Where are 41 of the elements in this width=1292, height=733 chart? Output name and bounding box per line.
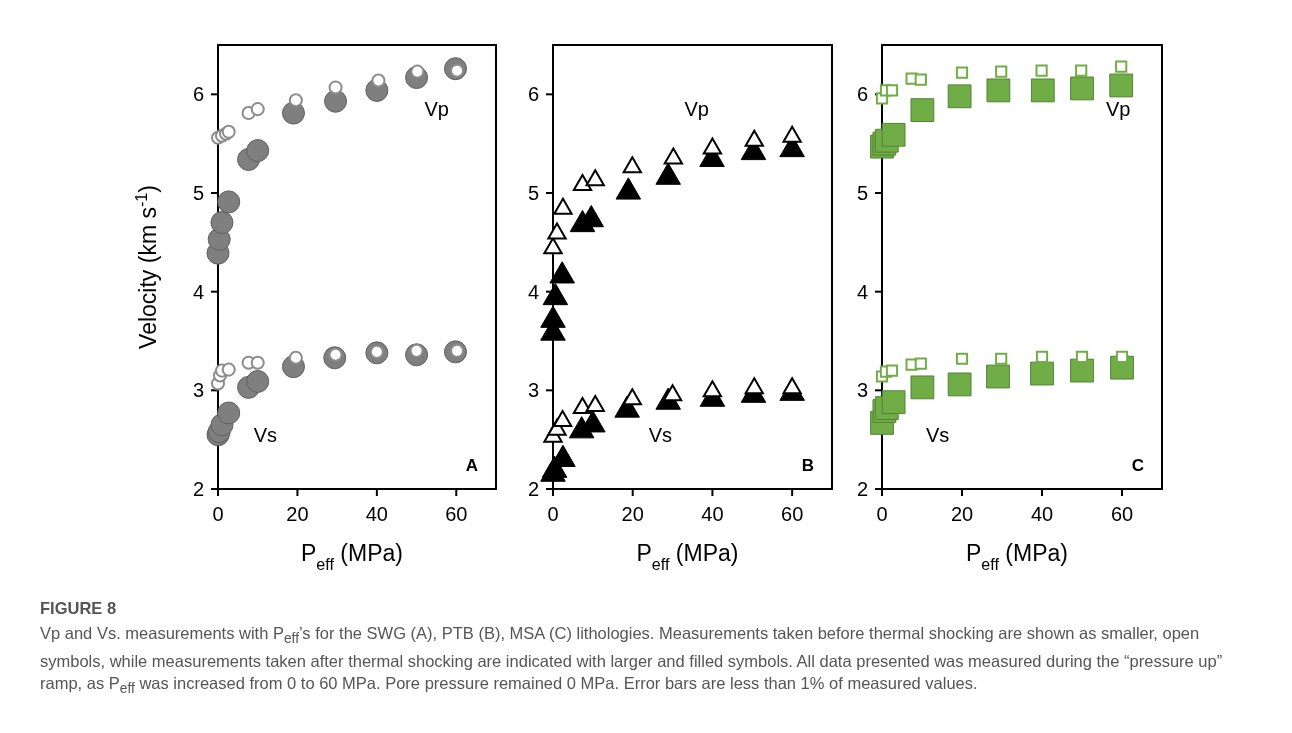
x-tick-label: 0 xyxy=(547,503,559,525)
y-tick-label: 2 xyxy=(527,478,539,500)
annotation: Vp xyxy=(684,98,709,121)
annotation: Vs xyxy=(926,423,950,446)
x-tick-label: 0 xyxy=(212,503,224,525)
annotation: Vs xyxy=(648,423,672,446)
y-tick-label: 2 xyxy=(856,478,868,500)
x-tick-label: 60 xyxy=(445,503,468,525)
y-tick-label: 6 xyxy=(527,83,539,106)
text: A xyxy=(465,456,479,475)
y-tick-label: 5 xyxy=(192,182,204,204)
x-axis-title: P$_{eff}$ (MPa) xyxy=(301,540,403,573)
y-tick-label: 2 xyxy=(192,478,204,500)
x-tick-label: 40 xyxy=(701,503,724,525)
y-tick-label: 6 xyxy=(192,83,204,106)
x-axis-title: P$_{eff}$ (MPa) xyxy=(966,540,1068,573)
annotation: Vs xyxy=(253,423,278,446)
annotation: Vp xyxy=(1106,98,1131,121)
y-tick-label: 3 xyxy=(192,379,204,402)
x-tick-label: 60 xyxy=(1110,503,1134,525)
caption: FIGURE 8 xyxy=(40,598,118,619)
y-tick-label: 4 xyxy=(527,280,539,303)
text: C xyxy=(1131,456,1145,475)
x-tick-label: 0 xyxy=(876,503,888,525)
x-tick-label: 40 xyxy=(1030,503,1054,525)
annotation: Vp xyxy=(424,98,449,121)
y-tick-label: 4 xyxy=(856,280,868,303)
x-axis-title: P$_{eff}$ (MPa) xyxy=(636,540,739,573)
x-tick-label: 40 xyxy=(365,503,388,525)
y-tick-label: 3 xyxy=(527,379,539,402)
y-tick-label: 5 xyxy=(527,182,539,204)
x-tick-label: 20 xyxy=(286,503,309,525)
x-tick-label: 20 xyxy=(950,503,974,525)
text: Vp and Vs. measurements with P$_{eff}$’s for the SWG (A), PTB (B), MSA (C) lithologies. Measurements taken before thermal shocking are shown as smaller, open symbols, while measurements taken after thermal shocking are indicated with larger and filled symbols. All data presented was measured during the “pressure up” ramp, as P$_{eff}$ was increased from 0 to 60 MPa. Pore pressure remained 0 MPa. Error bars are less than 1% of measured values. xyxy=(40,623,1224,699)
y-tick-label: 4 xyxy=(192,280,204,303)
y-tick-label: 3 xyxy=(856,379,868,402)
y-tick-label: 6 xyxy=(856,83,868,106)
y-tick-label: 5 xyxy=(856,182,868,204)
text: B xyxy=(801,456,815,475)
x-tick-label: 60 xyxy=(781,503,804,525)
x-tick-label: 20 xyxy=(621,503,644,525)
